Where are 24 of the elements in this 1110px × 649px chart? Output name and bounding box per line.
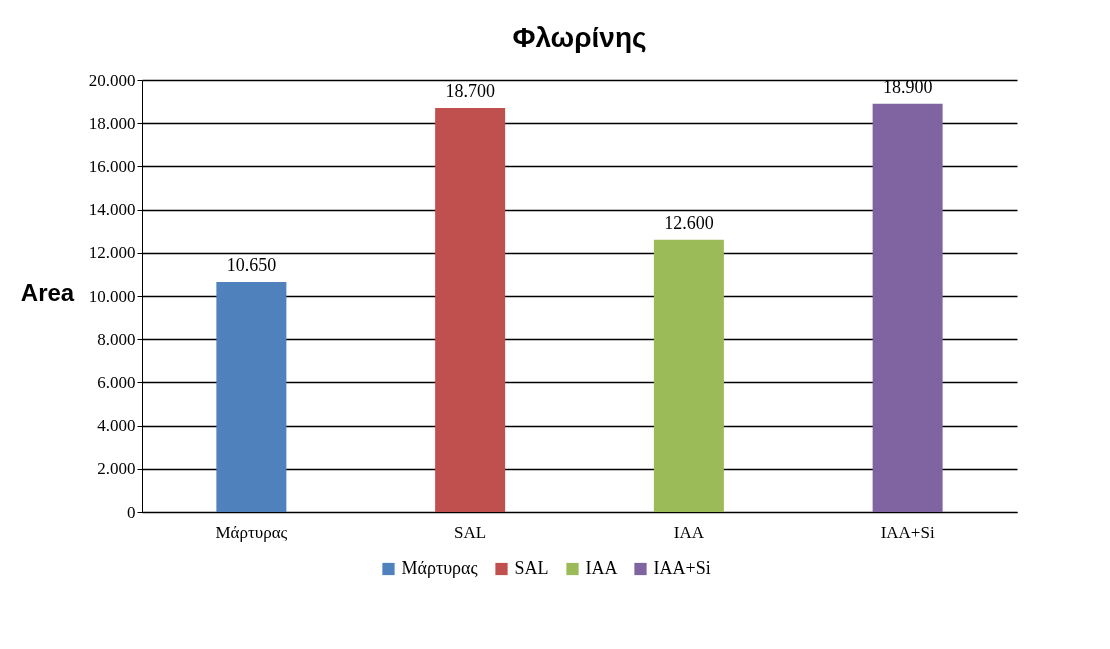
- x-tick-label: SAL: [454, 522, 487, 542]
- legend-label: IAA+Si: [653, 558, 711, 578]
- data-label: 12.600: [664, 212, 714, 233]
- y-tick-label: 20.000: [88, 70, 136, 90]
- y-tick-label: 4.000: [97, 416, 136, 436]
- legend-label: IAA: [585, 558, 618, 578]
- y-tick-label: 2.000: [97, 459, 136, 479]
- legend-label: Μάρτυρας: [401, 558, 478, 578]
- x-tick-label: IAA: [673, 522, 705, 542]
- data-label: 10.650: [226, 254, 277, 275]
- x-tick-label: Μάρτυρας: [215, 522, 288, 542]
- y-tick-label: 6.000: [97, 372, 136, 392]
- y-tick-label: 12.000: [88, 243, 136, 263]
- y-tick-label: 10.000: [88, 286, 136, 306]
- legend-label: SAL: [514, 558, 549, 578]
- chart-title: Φλωρίνης: [512, 22, 647, 53]
- y-tick-label: 0: [127, 502, 136, 522]
- y-tick-label: 16.000: [88, 156, 136, 176]
- y-tick-label: 18.000: [88, 113, 136, 133]
- x-tick-label: IAA+Si: [880, 522, 935, 542]
- y-tick-label: 8.000: [97, 329, 136, 349]
- y-axis-title: Area: [20, 278, 75, 306]
- data-label: 18.700: [445, 81, 495, 102]
- y-tick-label: 14.000: [88, 200, 136, 220]
